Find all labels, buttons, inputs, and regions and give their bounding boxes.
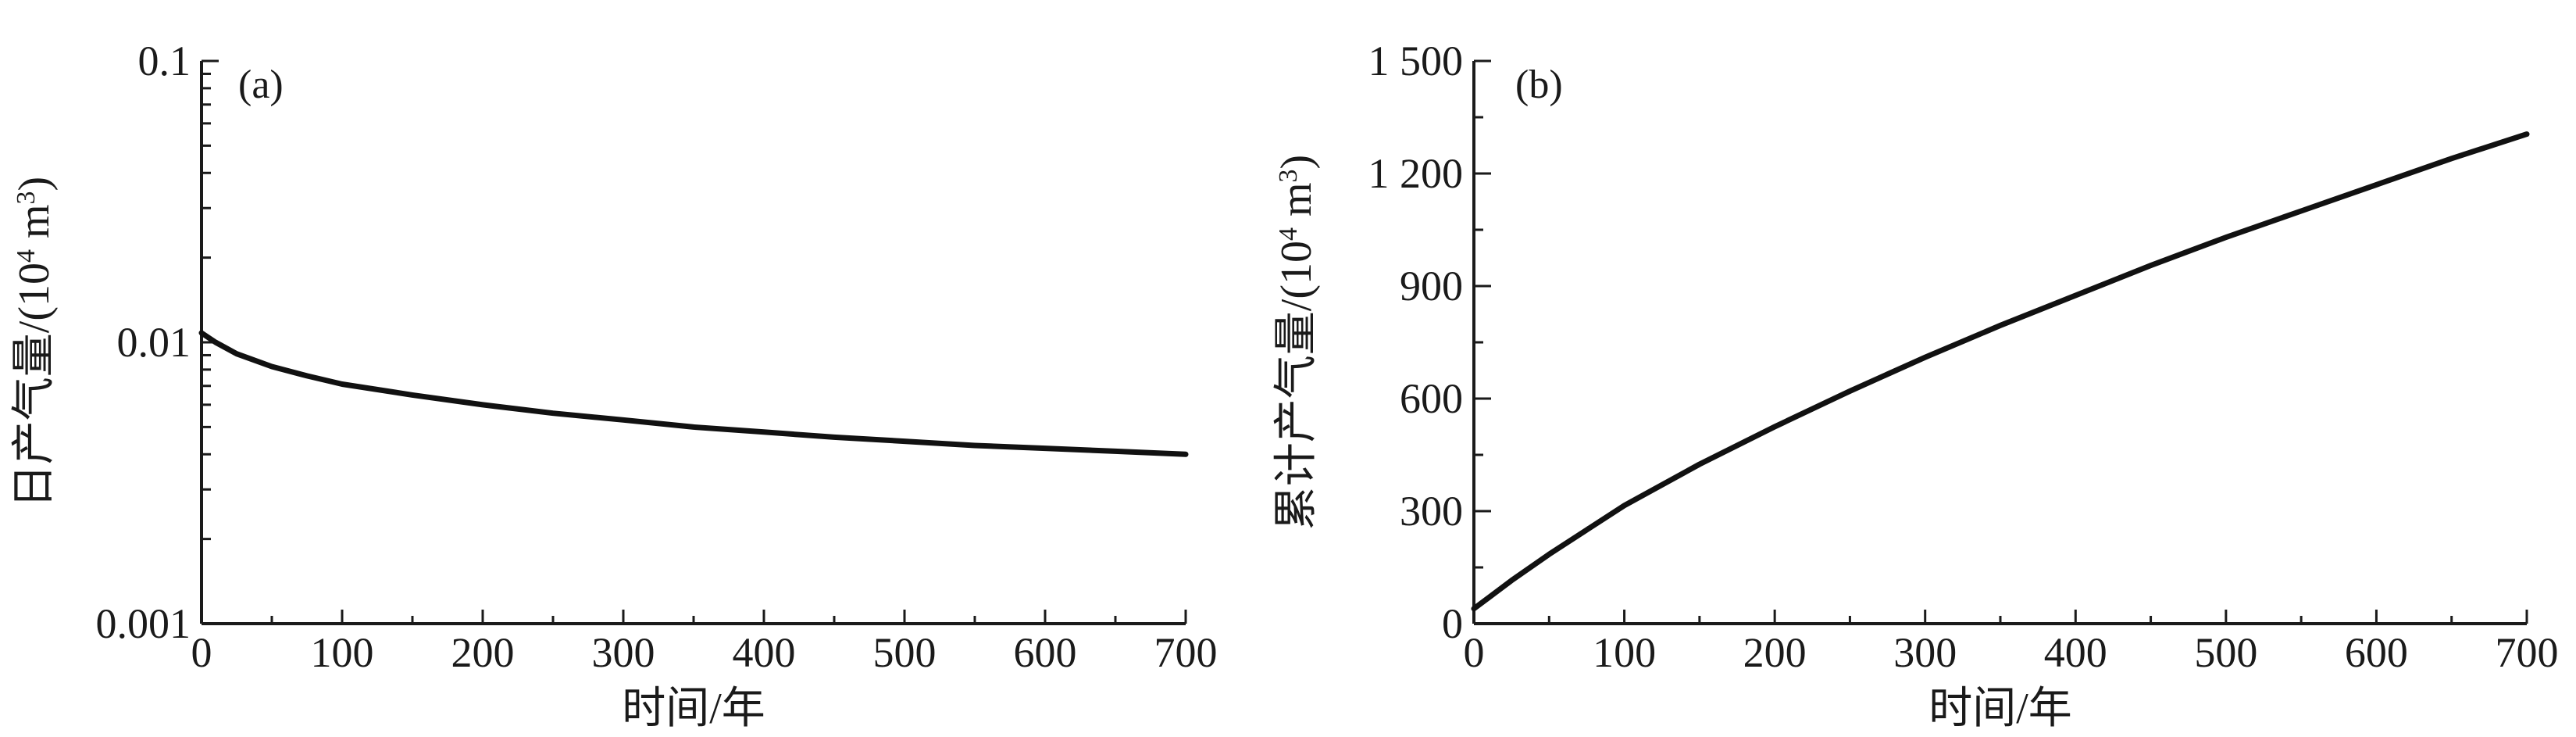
panel-label: (a)	[238, 63, 284, 107]
y-axis-title-part: 3	[12, 191, 41, 204]
y-tick-label: 0.01	[117, 319, 191, 366]
x-tick-label: 200	[1743, 629, 1807, 676]
y-axis-title: 日产气量/(104 m3)	[10, 177, 59, 508]
x-axis-title: 时间/年	[622, 685, 765, 733]
x-tick-label: 400	[733, 629, 796, 676]
y-axis-title-part: )	[10, 177, 59, 191]
y-tick-label: 300	[1400, 488, 1463, 535]
y-axis-title-part: 4	[1274, 227, 1303, 241]
y-tick-label: 1 500	[1368, 38, 1464, 84]
x-tick-label: 400	[2044, 629, 2107, 676]
x-tick-label: 500	[2194, 629, 2257, 676]
x-tick-label: 700	[1154, 629, 1218, 676]
x-tick-label: 200	[451, 629, 515, 676]
y-axis-title-part: 累计产气量/(10	[1272, 241, 1321, 530]
x-tick-label: 100	[311, 629, 374, 676]
y-tick-label: 900	[1400, 263, 1463, 309]
panel-label: (b)	[1515, 63, 1563, 107]
y-axis-title-part: m	[10, 204, 59, 249]
y-axis-title-part: 日产气量/(10	[10, 263, 59, 508]
x-axis-title: 时间/年	[1928, 685, 2072, 733]
panel-b-cumulative-gas-chart: 0 100 200 300 400 500 600 700 0 300 600 900 1 200 1 5…	[1272, 38, 2559, 733]
y-axis-title-part: 4	[12, 249, 41, 263]
y-tick-label: 600	[1400, 375, 1463, 422]
y-tick-label: 0	[1442, 600, 1463, 647]
x-tick-label: 0	[1464, 629, 1485, 676]
series-line	[1471, 131, 2530, 612]
panel-a-daily-gas-chart: 0 100 200 300 400 500 600 700 0.001 0.01 0.1 (a) 时间/…	[10, 38, 1218, 733]
y-axis-title-part: m	[1272, 182, 1321, 227]
x-tick-label: 700	[2496, 629, 2559, 676]
x-tick-label: 0	[191, 629, 212, 676]
x-tick-label: 600	[2345, 629, 2408, 676]
x-tick-label: 300	[592, 629, 655, 676]
series-line	[198, 330, 1189, 457]
y-axis-title: 累计产气量/(104 m3)	[1272, 155, 1321, 530]
y-tick-label: 1 200	[1368, 150, 1464, 197]
y-axis-title-part: 3	[1274, 169, 1303, 182]
y-tick-label: 0.1	[138, 38, 191, 84]
x-tick-label: 100	[1593, 629, 1656, 676]
x-tick-label: 600	[1014, 629, 1077, 676]
y-axis-title-part: )	[1272, 155, 1321, 170]
y-tick-label: 0.001	[96, 600, 191, 647]
x-tick-label: 500	[873, 629, 937, 676]
x-tick-label: 300	[1893, 629, 1957, 676]
